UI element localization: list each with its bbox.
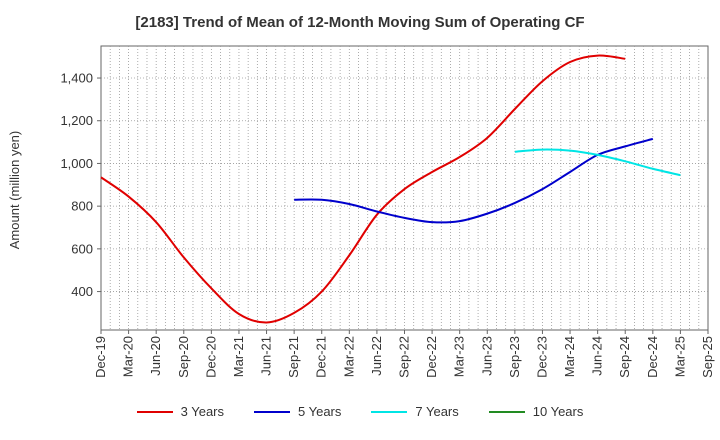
x-tick-label: Jun-22 [369, 336, 384, 376]
x-tick-label: Dec-21 [314, 336, 329, 378]
legend-item: 7 Years [371, 404, 459, 419]
legend-label: 3 Years [180, 404, 224, 419]
x-tick-label: Dec-24 [645, 336, 660, 378]
legend-label: 5 Years [298, 404, 342, 419]
y-tick-label: 800 [71, 199, 93, 214]
x-tick-label: Dec-22 [424, 336, 439, 378]
series-lines [100, 54, 681, 324]
y-tick-label: 1,400 [60, 71, 93, 86]
x-tick-label: Sep-22 [397, 336, 412, 378]
legend-swatch [488, 410, 525, 413]
x-tick-label: Jun-24 [590, 336, 605, 376]
legend-label: 7 Years [415, 404, 459, 419]
y-axis-label: Amount (million yen) [7, 131, 22, 250]
x-tick-label: Sep-23 [507, 336, 522, 378]
y-axis-ticks: 400 600 800 1,000 1,200 1,400 [60, 71, 101, 299]
y-tick-label: 600 [71, 241, 93, 256]
x-axis-ticks: Dec-19 Mar-20 Jun-20 Sep-20 Dec-20 Mar-21 Jun-… [93, 330, 715, 378]
x-tick-label: Mar-22 [341, 336, 356, 377]
y-tick-label: 1,200 [60, 113, 93, 128]
legend-label: 10 Years [532, 404, 584, 419]
legend-item: 5 Years [254, 404, 341, 419]
x-tick-label: Mar-24 [562, 336, 577, 377]
chart-title: [2183] Trend of Mean of 12-Month Moving … [135, 14, 585, 31]
y-tick-label: 1,000 [60, 156, 93, 171]
legend-swatch [254, 410, 290, 413]
x-tick-label: Dec-20 [203, 336, 218, 378]
x-tick-label: Mar-20 [121, 336, 136, 377]
legend-swatch [136, 410, 173, 413]
legend-item: 10 Years [488, 404, 584, 419]
x-tick-label: Sep-24 [617, 336, 632, 378]
x-tick-label: Dec-23 [534, 336, 549, 378]
y-tick-label: 400 [71, 284, 93, 299]
x-tick-label: Jun-21 [259, 336, 274, 376]
legend-item: 3 Years [136, 404, 224, 419]
series-line-5-years [294, 137, 654, 224]
x-tick-label: Mar-23 [452, 336, 467, 377]
x-tick-label: Sep-20 [176, 336, 191, 378]
x-tick-label: Dec-19 [93, 336, 108, 378]
x-tick-label: Jun-20 [148, 336, 163, 376]
x-tick-label: Sep-25 [700, 336, 715, 378]
legend-swatch [371, 410, 408, 413]
series-line-7-years [514, 148, 681, 177]
legend: 3 Years 5 Years 7 Years 10 Years [0, 404, 720, 419]
series-line-3-years [100, 54, 626, 324]
x-tick-label: Mar-21 [231, 336, 246, 377]
x-tick-label: Mar-25 [672, 336, 687, 377]
x-tick-label: Jun-23 [479, 336, 494, 376]
x-tick-label: Sep-21 [286, 336, 301, 378]
